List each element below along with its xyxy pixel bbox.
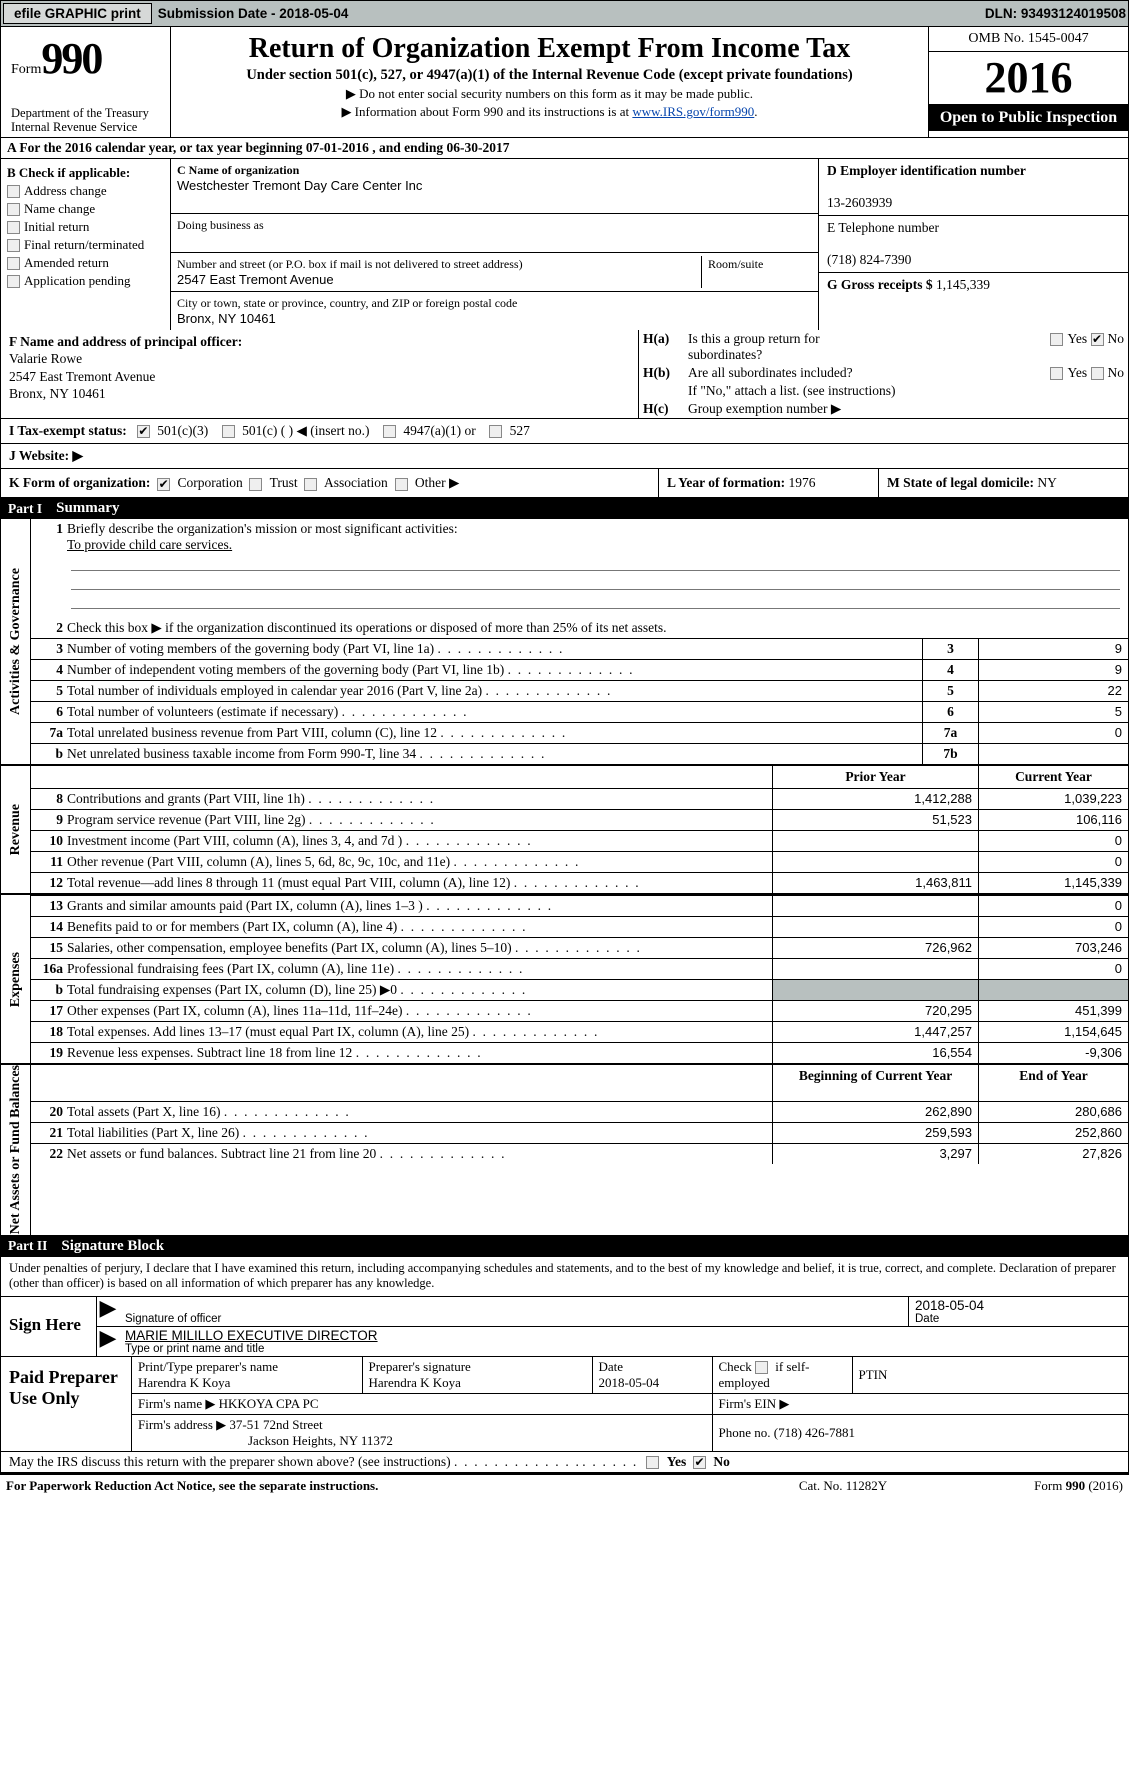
sign-here: Sign Here ▶ Signature of officer2018-05-… — [0, 1297, 1129, 1357]
paid-preparer: Paid Preparer Use Only Print/Type prepar… — [0, 1357, 1129, 1452]
chk-discuss-no[interactable] — [693, 1456, 706, 1469]
chk-ha-yes[interactable] — [1050, 333, 1063, 346]
perjury-text: Under penalties of perjury, I declare th… — [0, 1257, 1129, 1297]
chk-assoc[interactable] — [304, 478, 317, 491]
footer: For Paperwork Reduction Act Notice, see … — [0, 1473, 1129, 1497]
row-a: A For the 2016 calendar year, or tax yea… — [0, 138, 1129, 159]
chk-hb-yes[interactable] — [1050, 367, 1063, 380]
domicile: NY — [1037, 475, 1057, 490]
efile-button[interactable]: efile GRAPHIC print — [3, 3, 152, 24]
chk-ha-no[interactable] — [1091, 333, 1104, 346]
signer-name: MARIE MILILLO EXECUTIVE DIRECTOR — [125, 1328, 1122, 1343]
sign-date: 2018-05-04 — [915, 1298, 984, 1313]
chk-pending[interactable] — [7, 275, 20, 288]
part2-header: Part IISignature Block — [0, 1236, 1129, 1257]
chk-hb-no[interactable] — [1091, 367, 1104, 380]
topbar: efile GRAPHIC print Submission Date - 20… — [0, 0, 1129, 27]
chk-amended[interactable] — [7, 257, 20, 270]
form-subtitle: Under section 501(c), 527, or 4947(a)(1)… — [179, 67, 920, 84]
year-formation: 1976 — [788, 475, 815, 490]
firm-name: HKKOYA CPA PC — [219, 1396, 319, 1411]
chk-self-employed[interactable] — [755, 1361, 768, 1374]
mission: To provide child care services. — [67, 537, 232, 552]
submission-date: Submission Date - 2018-05-04 — [158, 6, 349, 21]
row-i: I Tax-exempt status: 501(c)(3) 501(c) ( … — [0, 419, 1129, 445]
activities-governance: Activities & Governance 1Briefly describ… — [0, 519, 1129, 765]
city-state-zip: Bronx, NY 10461 — [177, 311, 276, 326]
chk-name-change[interactable] — [7, 203, 20, 216]
revenue-section: Revenue Prior YearCurrent Year 8Contribu… — [0, 765, 1129, 894]
form-number: Form990 — [11, 33, 164, 84]
row-f-h: F Name and address of principal officer:… — [0, 330, 1129, 419]
chk-address-change[interactable] — [7, 185, 20, 198]
section-bcd: B Check if applicable: Address change Na… — [0, 159, 1129, 330]
open-inspection: Open to Public Inspection — [929, 105, 1128, 131]
discuss-row: May the IRS discuss this return with the… — [0, 1452, 1129, 1473]
ein: 13-2603939 — [827, 195, 892, 210]
chk-corp[interactable] — [157, 478, 170, 491]
form-header: Form990 Department of the TreasuryIntern… — [0, 27, 1129, 138]
form-title: Return of Organization Exempt From Incom… — [179, 33, 920, 65]
chk-other[interactable] — [395, 478, 408, 491]
org-name: Westchester Tremont Day Care Center Inc — [177, 178, 422, 193]
phone: (718) 824-7390 — [827, 252, 911, 267]
street-address: 2547 East Tremont Avenue — [177, 272, 334, 287]
chk-4947[interactable] — [383, 425, 396, 438]
chk-initial-return[interactable] — [7, 221, 20, 234]
part1-header: Part ISummary — [0, 498, 1129, 519]
row-klm: K Form of organization: Corporation Trus… — [0, 469, 1129, 498]
officer-name: Valarie Rowe — [9, 351, 82, 366]
row-j: J Website: ▶ — [0, 444, 1129, 469]
col-b: B Check if applicable: Address change Na… — [1, 159, 171, 330]
preparer-name: Harendra K Koya — [138, 1375, 230, 1390]
dln: DLN: 93493124019508 — [985, 6, 1126, 21]
chk-trust[interactable] — [249, 478, 262, 491]
omb-number: OMB No. 1545-0047 — [929, 27, 1128, 52]
firm-phone: Phone no. (718) 426-7881 — [719, 1425, 856, 1440]
irs-link[interactable]: www.IRS.gov/form990 — [632, 104, 754, 119]
chk-501c3[interactable] — [137, 425, 150, 438]
chk-discuss-yes[interactable] — [646, 1456, 659, 1469]
chk-527[interactable] — [489, 425, 502, 438]
tax-year: 2016 — [929, 52, 1128, 105]
chk-501c[interactable] — [222, 425, 235, 438]
info-link-line: ▶ Information about Form 990 and its ins… — [179, 104, 920, 120]
col-d: D Employer identification number13-26039… — [818, 159, 1128, 330]
ssn-note: ▶ Do not enter social security numbers o… — [179, 86, 920, 102]
chk-final-return[interactable] — [7, 239, 20, 252]
gross-receipts: 1,145,339 — [936, 277, 990, 292]
col-c: C Name of organizationWestchester Tremon… — [171, 159, 818, 330]
netassets-section: Net Assets or Fund Balances Beginning of… — [0, 1064, 1129, 1235]
expenses-section: Expenses 13Grants and similar amounts pa… — [0, 894, 1129, 1064]
dept: Department of the TreasuryInternal Reven… — [11, 106, 164, 135]
